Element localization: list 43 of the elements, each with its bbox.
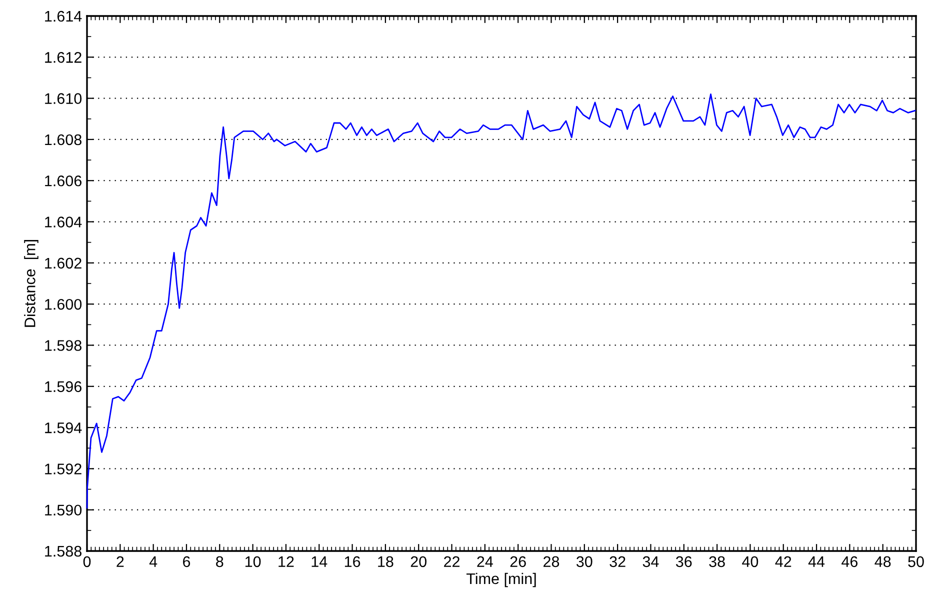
y-tick-label: 1.600 <box>45 298 82 310</box>
x-tick-label: 10 <box>245 556 261 568</box>
x-tick-label: 40 <box>742 556 758 568</box>
x-tick-label: 28 <box>544 556 560 568</box>
y-tick-label: 1.598 <box>45 340 82 351</box>
x-tick-label: 48 <box>874 556 891 568</box>
x-tick-label: 0 <box>83 556 91 568</box>
y-tick-label: 1.592 <box>45 464 82 474</box>
x-tick-label: 14 <box>312 556 328 567</box>
x-tick-label: 36 <box>676 556 692 568</box>
y-tick-label: 1.612 <box>45 52 82 63</box>
x-tick-label: 6 <box>183 556 190 568</box>
y-tick-label: 1.590 <box>45 504 82 516</box>
x-tick-label: 30 <box>576 556 592 568</box>
y-tick-label: 1.608 <box>45 134 82 146</box>
x-tick-label: 46 <box>842 556 858 568</box>
line-series <box>86 93 916 508</box>
y-tick-label: 1.606 <box>45 175 82 186</box>
y-tick-label: 1.594 <box>45 422 82 434</box>
y-tick-label: 1.604 <box>45 216 82 228</box>
y-tick-label: 1.614 <box>45 10 82 22</box>
x-tick-label: 50 <box>908 556 924 568</box>
x-tick-label: 18 <box>378 556 394 568</box>
x-tick-label: 26 <box>510 556 526 568</box>
x-tick-label: 38 <box>709 556 725 568</box>
x-tick-label: 32 <box>610 556 626 568</box>
y-tick-label: 1.588 <box>45 546 82 557</box>
x-tick-label: 2 <box>116 556 124 567</box>
x-tick-label: 4 <box>149 556 158 567</box>
x-axis-title: Time [min] <box>466 572 536 588</box>
x-tick-label: 12 <box>278 556 294 567</box>
y-tick-label: 1.596 <box>45 381 82 392</box>
x-tick-label: 16 <box>344 556 360 568</box>
x-tick-label: 22 <box>444 556 460 567</box>
x-tick-label: 42 <box>775 556 792 567</box>
x-tick-label: 44 <box>808 556 825 567</box>
x-tick-label: 34 <box>642 556 659 568</box>
x-tick-label: 8 <box>216 556 224 568</box>
y-tick-label: 1.610 <box>45 93 82 104</box>
x-tick-label: 24 <box>477 556 493 567</box>
y-tick-label: 1.602 <box>45 258 82 269</box>
x-tick-label: 20 <box>410 556 426 568</box>
y-axis-title: Distance [m] <box>24 240 38 327</box>
